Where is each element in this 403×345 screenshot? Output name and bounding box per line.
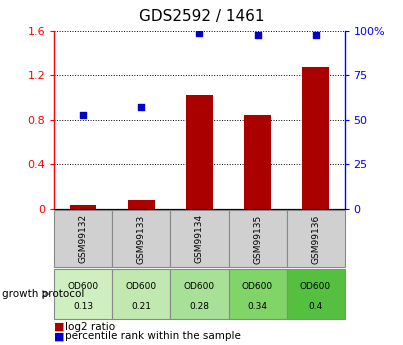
Bar bbox=[170, 210, 229, 267]
Text: GSM99132: GSM99132 bbox=[79, 214, 88, 264]
Bar bbox=[170, 269, 229, 319]
Text: ■: ■ bbox=[54, 332, 65, 341]
Text: OD600: OD600 bbox=[68, 282, 99, 291]
Point bbox=[254, 32, 261, 37]
Bar bbox=[229, 210, 287, 267]
Bar bbox=[112, 269, 170, 319]
Text: log2 ratio: log2 ratio bbox=[65, 322, 115, 332]
Text: GSM99135: GSM99135 bbox=[253, 214, 262, 264]
Bar bbox=[54, 269, 112, 319]
Bar bbox=[229, 269, 287, 319]
Text: growth protocol: growth protocol bbox=[2, 289, 84, 299]
Bar bbox=[245, 116, 270, 209]
Text: 0.4: 0.4 bbox=[308, 302, 323, 311]
Point bbox=[196, 30, 203, 36]
Bar bbox=[187, 96, 212, 209]
Bar bbox=[287, 210, 345, 267]
Text: 0.28: 0.28 bbox=[189, 302, 210, 311]
Bar bbox=[54, 210, 112, 267]
Text: 0.34: 0.34 bbox=[247, 302, 268, 311]
Text: OD600: OD600 bbox=[126, 282, 157, 291]
Text: GSM99134: GSM99134 bbox=[195, 214, 204, 264]
Text: 0.21: 0.21 bbox=[131, 302, 152, 311]
Bar bbox=[71, 205, 96, 209]
Text: GSM99136: GSM99136 bbox=[311, 214, 320, 264]
Text: OD600: OD600 bbox=[300, 282, 331, 291]
Bar bbox=[303, 67, 328, 209]
Point bbox=[80, 112, 87, 117]
Text: GDS2592 / 1461: GDS2592 / 1461 bbox=[139, 9, 264, 23]
Text: percentile rank within the sample: percentile rank within the sample bbox=[65, 332, 241, 341]
Text: GSM99133: GSM99133 bbox=[137, 214, 146, 264]
Text: OD600: OD600 bbox=[184, 282, 215, 291]
Bar bbox=[287, 269, 345, 319]
Point bbox=[312, 32, 319, 37]
Text: 0.13: 0.13 bbox=[73, 302, 93, 311]
Text: OD600: OD600 bbox=[242, 282, 273, 291]
Bar bbox=[129, 200, 154, 209]
Text: ■: ■ bbox=[54, 322, 65, 332]
Point bbox=[138, 105, 145, 110]
Bar bbox=[112, 210, 170, 267]
